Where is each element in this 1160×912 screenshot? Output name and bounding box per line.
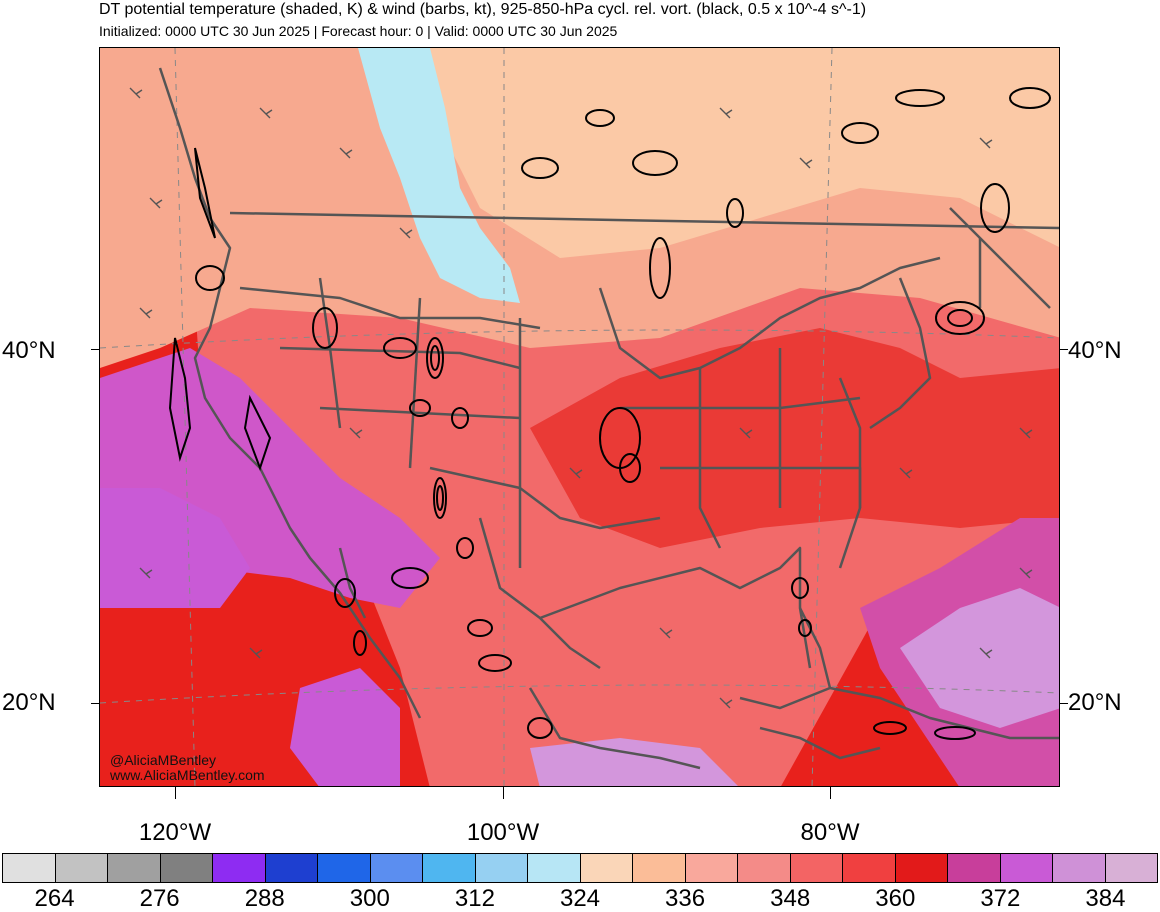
- colorbar-swatch: [423, 854, 476, 882]
- colorbar-label: 372: [980, 885, 1021, 912]
- tick-mark: [91, 703, 99, 704]
- colorbar-label: 312: [454, 885, 495, 912]
- tick-mark: [1060, 349, 1068, 350]
- cold-tongue: [358, 48, 520, 303]
- boundaries: [158, 67, 1059, 770]
- lat-label-40n-left: 40°N: [2, 337, 56, 364]
- colorbar-label: 348: [770, 885, 811, 912]
- colorbar-swatch: [160, 854, 213, 882]
- colorbar-swatch: [1053, 854, 1106, 882]
- colorbar-swatch: [213, 854, 266, 882]
- colorbar-label: 288: [244, 885, 285, 912]
- tick-mark: [1060, 703, 1068, 704]
- pacific-purple-region: [100, 488, 250, 608]
- colorbar: [2, 853, 1158, 883]
- credit-handle: @AliciaMBentley: [110, 752, 217, 768]
- colorbar-swatch: [790, 854, 843, 882]
- lat-label-40n-right: 40°N: [1068, 337, 1122, 364]
- colorbar-swatch: [633, 854, 686, 882]
- wind-barbs: [129, 87, 1033, 709]
- colorbar-swatch: [55, 854, 108, 882]
- lon-label-100w: 100°W: [466, 819, 540, 846]
- colorbar-swatch: [265, 854, 318, 882]
- chart-subtitle: Initialized: 0000 UTC 30 Jun 2025 | Fore…: [99, 23, 618, 39]
- vorticity-contours: [168, 87, 1051, 740]
- caribbean-light-purple: [530, 738, 738, 786]
- tick-mark: [830, 787, 831, 799]
- colorbar-swatch: [370, 854, 423, 882]
- chart-title: DT potential temperature (shaded, K) & w…: [99, 1, 867, 18]
- colorbar-label: 336: [665, 885, 706, 912]
- colorbar-label: 384: [1085, 885, 1126, 912]
- colorbar-swatch: [685, 854, 738, 882]
- colorbar-label: 324: [559, 885, 601, 912]
- colorbar-swatch: [738, 854, 791, 882]
- colorbar-swatch: [895, 854, 948, 882]
- colorbar-swatch: [475, 854, 528, 882]
- credit-website: www.AliciaMBentley.com: [110, 767, 265, 783]
- colorbar-swatch: [948, 854, 1001, 882]
- canada-peach-region: [400, 48, 1059, 258]
- colorbar-label: 276: [139, 885, 180, 912]
- colorbar-label: 300: [349, 885, 390, 912]
- weather-map: [100, 48, 1059, 786]
- map-panel: [99, 47, 1060, 787]
- tick-mark: [503, 787, 504, 799]
- lon-label-120w: 120°W: [138, 819, 212, 846]
- colorbar-swatch: [1000, 854, 1053, 882]
- tick-mark: [175, 787, 176, 799]
- colorbar-swatch: [3, 854, 56, 882]
- mexico-purple-region: [290, 668, 400, 786]
- lat-label-20n-right: 20°N: [1068, 689, 1122, 716]
- colorbar-swatch: [580, 854, 633, 882]
- colorbar-swatch: [318, 854, 371, 882]
- atlantic-light-purple-region: [900, 588, 1059, 728]
- colorbar-label: 264: [34, 885, 75, 912]
- colorbar-swatch: [1105, 854, 1157, 882]
- lat-label-20n-left: 20°N: [2, 689, 56, 716]
- colorbar-swatch: [108, 854, 161, 882]
- colorbar-label: 360: [875, 885, 916, 912]
- tick-mark: [91, 349, 99, 350]
- colorbar-swatch: [843, 854, 896, 882]
- colorbar-swatch: [528, 854, 581, 882]
- lon-label-80w: 80°W: [800, 819, 860, 846]
